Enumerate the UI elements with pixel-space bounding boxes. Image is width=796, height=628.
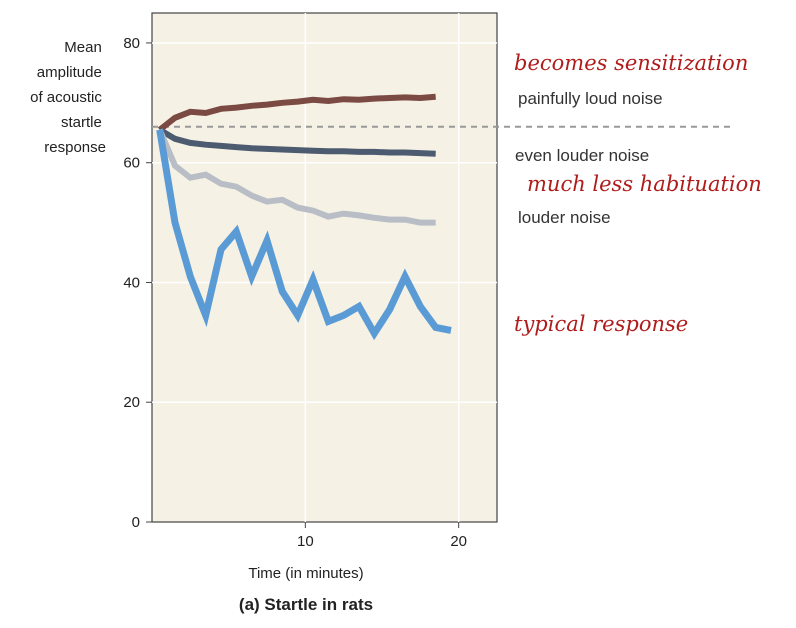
y-tick-label: 0 xyxy=(132,514,140,531)
label-painfully-loud-noise: painfully loud noise xyxy=(518,89,663,108)
chart-caption: (a) Startle in rats xyxy=(239,595,373,614)
y-axis-ticks: 0 20 40 60 80 xyxy=(123,35,152,531)
series-line-typical-response xyxy=(156,129,452,341)
y-tick-label: 80 xyxy=(123,35,140,52)
y-axis-label-line-3: of acoustic xyxy=(30,89,102,106)
y-axis-label: Mean amplitude of acoustic startle respo… xyxy=(30,39,106,156)
plot-background xyxy=(151,12,498,523)
handwritten-sensitization: becomes sensitization xyxy=(514,51,748,75)
y-tick-label: 20 xyxy=(123,394,140,411)
handwritten-typical-response: typical response xyxy=(514,312,688,336)
x-axis-ticks: 10 20 xyxy=(297,522,467,550)
x-tick-label: 20 xyxy=(450,533,467,550)
x-tick-label: 10 xyxy=(297,533,314,550)
label-louder-noise: louder noise xyxy=(518,208,611,227)
series-line-painfully-loud-noise xyxy=(157,93,436,133)
series-line-even-louder-noise xyxy=(158,127,436,157)
x-axis-label: Time (in minutes) xyxy=(248,565,363,582)
series-line-louder-noise xyxy=(156,128,436,226)
y-axis-label-line-1: Mean xyxy=(64,39,102,56)
handwritten-habituation: much less habituation xyxy=(527,172,762,196)
y-axis-label-line-5: response xyxy=(44,139,106,156)
y-tick-label: 60 xyxy=(123,155,140,172)
y-tick-label: 40 xyxy=(123,274,140,291)
label-even-louder-noise: even louder noise xyxy=(515,146,649,165)
y-axis-label-line-4: startle xyxy=(61,114,102,131)
y-axis-label-line-2: amplitude xyxy=(37,64,102,81)
series-lines xyxy=(156,93,452,341)
